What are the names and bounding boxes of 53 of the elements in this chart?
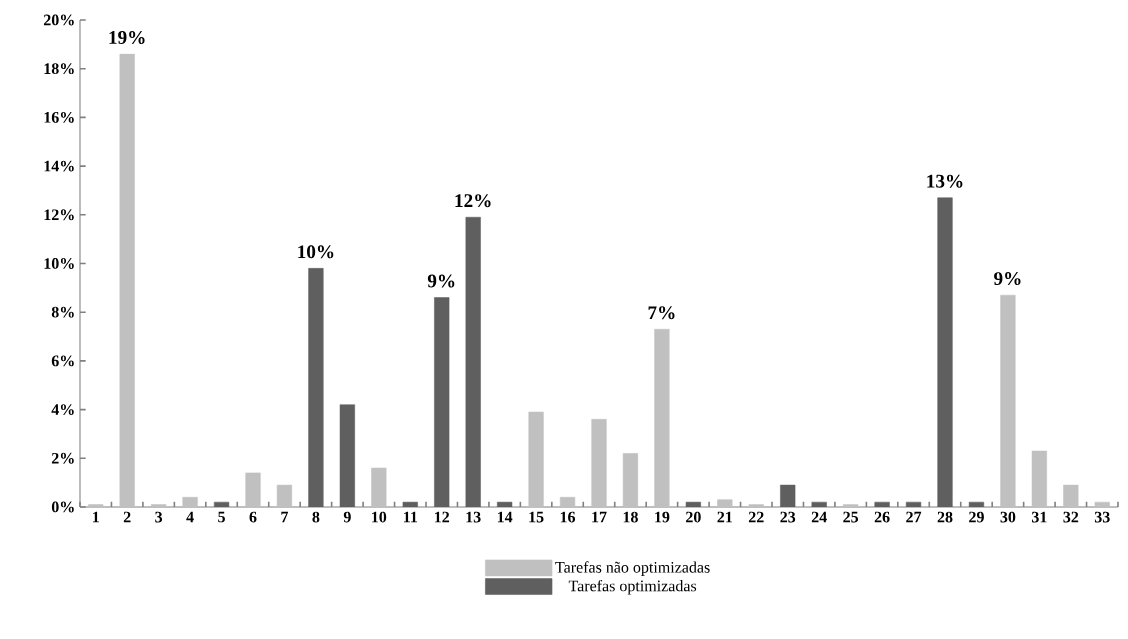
x-tick-label: 1 xyxy=(93,511,99,523)
x-tick-label: 9 xyxy=(343,511,351,523)
x-tick-label: 7 xyxy=(281,511,289,523)
x-tick-label: 18 xyxy=(623,511,638,523)
x-tick-label: 22 xyxy=(748,511,764,523)
x-tick-label: 3 xyxy=(155,511,163,523)
x-tick-label: 26 xyxy=(874,511,890,523)
x-tick-label: 23 xyxy=(780,511,796,523)
data-label: 19% xyxy=(109,31,145,45)
data-label: 10% xyxy=(298,245,334,259)
legend-label: Tarefas não optimizadas xyxy=(555,561,710,576)
x-tick-label: 24 xyxy=(811,511,827,523)
x-tick-label: 16 xyxy=(560,511,576,523)
data-label: 13% xyxy=(927,174,963,188)
data-label: 9% xyxy=(994,272,1021,286)
x-tick-label: 33 xyxy=(1094,511,1110,523)
x-tick-label: 5 xyxy=(218,511,225,523)
x-tick-label: 21 xyxy=(717,511,732,523)
y-tick-label: 18% xyxy=(44,63,74,75)
x-tick-label: 19 xyxy=(655,511,670,523)
y-tick-label: 8% xyxy=(51,306,74,318)
x-tick-label: 11 xyxy=(403,511,418,523)
x-tick-label: 30 xyxy=(1000,511,1016,523)
data-label: 7% xyxy=(648,306,675,320)
x-tick-label: 20 xyxy=(686,511,701,523)
x-tick-label: 2 xyxy=(123,511,131,523)
x-tick-label: 13 xyxy=(466,511,481,523)
data-label: 12% xyxy=(455,194,491,208)
x-tick-label: 17 xyxy=(592,511,607,523)
y-tick-label: 16% xyxy=(44,111,74,123)
y-tick-label: 14% xyxy=(44,160,74,172)
y-tick-label: 12% xyxy=(44,209,74,221)
x-tick-label: 15 xyxy=(529,511,544,523)
x-tick-label: 4 xyxy=(186,511,194,523)
x-tick-label: 10 xyxy=(372,511,387,523)
x-tick-label: 31 xyxy=(1031,511,1047,523)
x-tick-label: 12 xyxy=(435,511,450,523)
y-tick-label: 10% xyxy=(44,258,74,269)
y-tick-label: 20% xyxy=(43,14,74,26)
y-tick-label: 0% xyxy=(51,501,74,513)
y-tick-label: 2% xyxy=(51,452,74,464)
x-tick-label: 25 xyxy=(843,511,859,523)
x-tick-label: 8 xyxy=(312,511,320,523)
x-tick-label: 14 xyxy=(497,511,513,523)
x-tick-label: 27 xyxy=(906,511,922,523)
y-tick-label: 4% xyxy=(51,404,74,416)
legend-label: Tarefas optimizadas xyxy=(568,579,697,595)
x-tick-label: 6 xyxy=(249,511,257,523)
y-tick-label: 6% xyxy=(51,355,74,367)
data-label: 9% xyxy=(427,274,455,288)
x-tick-label: 29 xyxy=(969,511,984,523)
x-tick-label: 32 xyxy=(1063,511,1079,523)
x-tick-label: 28 xyxy=(937,511,953,523)
